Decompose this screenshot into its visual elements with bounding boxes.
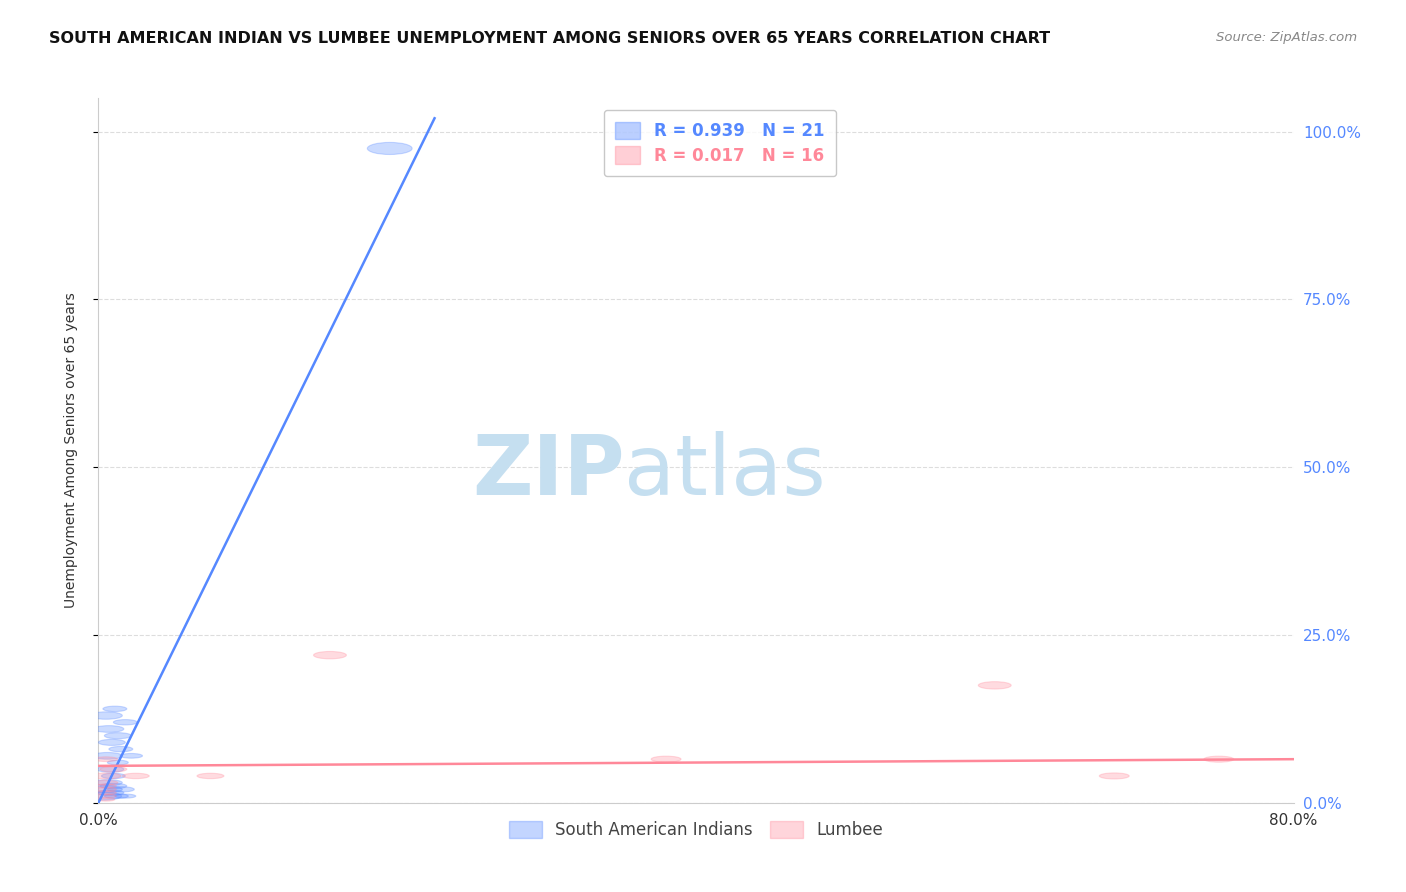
Ellipse shape <box>104 732 131 739</box>
Ellipse shape <box>651 756 681 762</box>
Ellipse shape <box>94 756 118 762</box>
Ellipse shape <box>107 760 128 764</box>
Ellipse shape <box>96 794 117 798</box>
Ellipse shape <box>97 790 124 796</box>
Legend: South American Indians, Lumbee: South American Indians, Lumbee <box>501 813 891 847</box>
Ellipse shape <box>96 784 117 788</box>
Ellipse shape <box>96 790 117 795</box>
Ellipse shape <box>97 797 115 801</box>
Ellipse shape <box>314 651 346 659</box>
Ellipse shape <box>101 773 125 779</box>
Ellipse shape <box>197 773 224 779</box>
Ellipse shape <box>107 787 135 792</box>
Ellipse shape <box>91 773 121 779</box>
Ellipse shape <box>122 773 149 779</box>
Text: Source: ZipAtlas.com: Source: ZipAtlas.com <box>1216 31 1357 45</box>
Ellipse shape <box>90 786 122 793</box>
Text: SOUTH AMERICAN INDIAN VS LUMBEE UNEMPLOYMENT AMONG SENIORS OVER 65 YEARS CORRELA: SOUTH AMERICAN INDIAN VS LUMBEE UNEMPLOY… <box>49 31 1050 46</box>
Text: atlas: atlas <box>624 431 825 512</box>
Ellipse shape <box>1204 756 1234 762</box>
Ellipse shape <box>93 753 122 759</box>
Ellipse shape <box>84 792 121 800</box>
Ellipse shape <box>114 720 138 725</box>
Y-axis label: Unemployment Among Seniors over 65 years: Unemployment Among Seniors over 65 years <box>63 293 77 608</box>
Ellipse shape <box>103 706 127 712</box>
Ellipse shape <box>94 780 118 785</box>
Ellipse shape <box>97 766 124 772</box>
Ellipse shape <box>93 780 122 786</box>
Ellipse shape <box>100 766 127 772</box>
Text: ZIP: ZIP <box>472 431 624 512</box>
Ellipse shape <box>1099 773 1129 779</box>
Ellipse shape <box>98 739 125 746</box>
Ellipse shape <box>100 783 127 789</box>
Ellipse shape <box>115 794 136 798</box>
Ellipse shape <box>979 681 1011 689</box>
Ellipse shape <box>90 712 122 719</box>
Ellipse shape <box>96 788 117 791</box>
Ellipse shape <box>120 754 142 758</box>
Ellipse shape <box>367 143 412 154</box>
Ellipse shape <box>104 794 128 798</box>
Ellipse shape <box>108 747 132 752</box>
Ellipse shape <box>94 725 124 732</box>
